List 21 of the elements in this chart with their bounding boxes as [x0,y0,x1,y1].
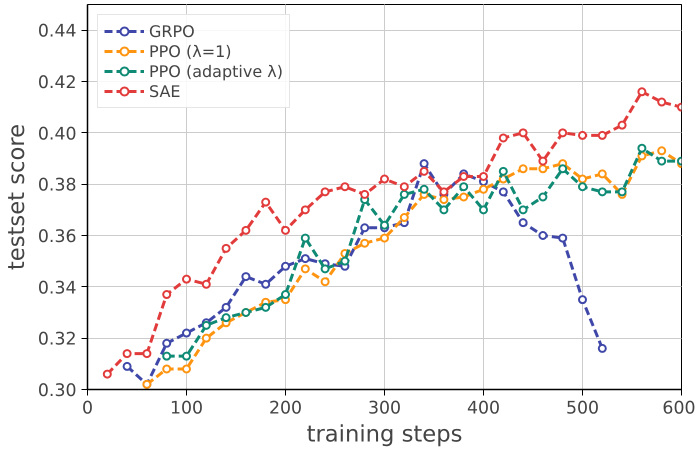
legend-label: GRPO [149,22,195,40]
x-tick-label: 0 [82,398,94,418]
y-tick-label: 0.40 [38,124,77,144]
legend-label: PPO (λ=1) [149,42,232,60]
y-tick-label: 0.30 [38,381,77,401]
y-tick-label: 0.42 [38,73,77,93]
x-tick-label: 300 [368,398,402,418]
y-tick-label: 0.36 [38,227,77,247]
y-tick-label: 0.38 [38,176,77,196]
legend-label: SAE [149,82,181,100]
x-tick-label: 500 [566,398,600,418]
x-axis-title: training steps [306,422,462,448]
x-tick-label: 600 [662,398,696,418]
x-tick-label: 200 [268,398,302,418]
y-axis-title: testset score [4,124,30,270]
y-tick-label: 0.44 [38,22,77,42]
x-tick-label: 400 [466,398,500,418]
y-tick-label: 0.32 [38,330,77,350]
legend-label: PPO (adaptive λ) [149,62,283,80]
y-tick-label: 0.34 [38,278,77,298]
x-tick-label: 100 [170,398,204,418]
